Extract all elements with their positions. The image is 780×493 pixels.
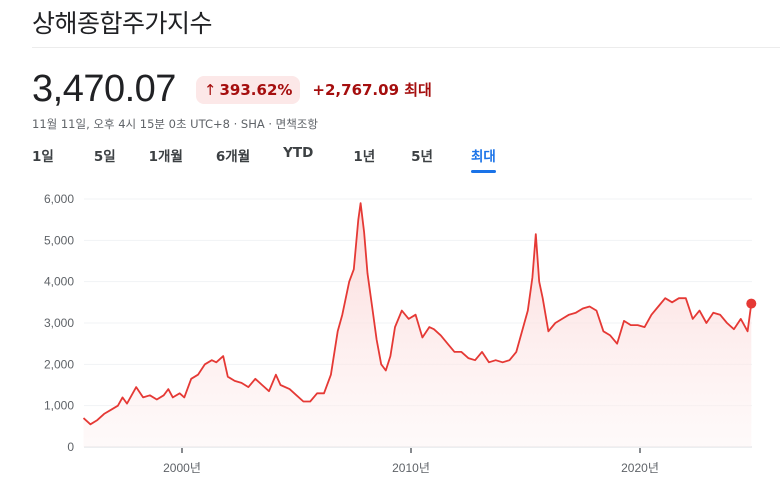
last-price-dot [746,298,757,309]
tab-5y[interactable]: 5년 [411,149,433,165]
arrow-up-icon: ↑ [203,80,217,99]
tab-1y[interactable]: 1년 [353,149,376,165]
price-chart[interactable]: 0 1,000 2,000 3,000 4,000 5,000 6,000 2000년 201… [0,185,780,493]
tab-6m[interactable]: 6개월 [215,149,251,165]
page-title: 상해종합주가지수 [32,9,213,38]
tab-1m[interactable]: 1개월 [148,149,183,165]
y-tick-label: 6,000 [44,192,74,206]
x-tick-label: 2010년 [392,461,430,475]
y-axis-labels: 0 1,000 2,000 3,000 4,000 5,000 6,000 [44,192,74,454]
change-absolute: +2,767.09 최대 [312,81,432,99]
y-tick-label: 0 [67,440,74,454]
y-tick-label: 3,000 [44,316,74,330]
range-tabs: 1일 5일 1개월 6개월 YTD 1년 5년 최대 [32,145,496,173]
quote-row: 3,470.07 ↑ 393.62% +2,767.09 최대 [32,68,432,111]
change-percent: 393.62% [219,80,293,99]
x-tick-label: 2000년 [163,461,201,475]
title-divider [32,47,780,48]
y-tick-label: 5,000 [44,233,74,247]
tab-max[interactable]: 최대 [470,145,496,173]
x-tick-label: 2020년 [621,461,659,475]
y-tick-label: 2,000 [44,357,74,371]
price-area [83,203,752,447]
price-line [82,202,753,426]
x-axis: 2000년 2010년 2020년 [163,448,659,475]
tab-1d[interactable]: 1일 [32,149,54,165]
tab-5d[interactable]: 5일 [93,149,116,165]
y-tick-label: 4,000 [44,275,74,289]
current-price: 3,470.07 [32,68,176,110]
tab-ytd[interactable]: YTD [283,145,314,161]
y-tick-label: 1,000 [44,399,74,413]
quote-meta: 11월 11일, 오후 4시 15분 0초 UTC+8 · SHA · 면책조항 [32,117,318,131]
change-percent-badge: ↑ 393.62% [195,75,301,104]
